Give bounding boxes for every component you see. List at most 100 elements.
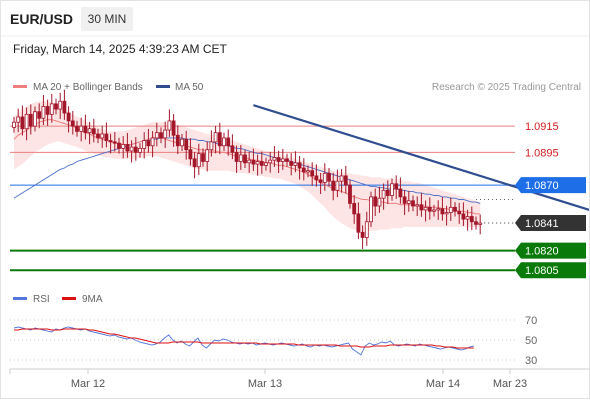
candle-body xyxy=(238,154,243,162)
ma20-legend-label: MA 20 + Bollinger Bands xyxy=(33,82,143,93)
candle-body xyxy=(222,137,226,147)
candle-body xyxy=(28,113,33,127)
candle xyxy=(12,116,16,133)
candle-body xyxy=(331,180,336,191)
candle-body xyxy=(356,213,361,233)
candle xyxy=(251,148,256,171)
candle xyxy=(163,121,168,148)
candle xyxy=(112,131,117,152)
x-axis: Mar 12 Mar 13 Mar 14 Mar 23 xyxy=(9,369,527,390)
candle-body xyxy=(171,120,176,136)
candle xyxy=(335,169,340,198)
candle-body xyxy=(121,144,126,149)
candle-body xyxy=(45,106,50,115)
candle-body xyxy=(226,137,231,147)
bollinger-band-layer xyxy=(14,101,481,231)
candle xyxy=(234,145,239,174)
candle-body xyxy=(259,161,264,166)
candle xyxy=(91,118,96,143)
candle xyxy=(406,190,411,212)
candle-body xyxy=(180,138,184,147)
candle xyxy=(310,162,315,186)
candle-body xyxy=(138,147,142,153)
candle xyxy=(293,151,298,173)
candle-body xyxy=(24,113,29,130)
candle xyxy=(465,209,470,231)
candle-body xyxy=(381,189,386,199)
candle-body xyxy=(96,133,100,139)
candle xyxy=(24,107,29,141)
ma50-line xyxy=(13,137,481,204)
candle xyxy=(415,196,420,216)
candle xyxy=(243,149,247,169)
candle xyxy=(259,151,264,174)
candle xyxy=(301,158,306,181)
candle xyxy=(108,133,113,154)
candle-body xyxy=(91,128,96,135)
support-price-label-1.0820: 1.0820 xyxy=(525,246,559,258)
candle-body xyxy=(406,200,411,204)
candle-body xyxy=(402,196,407,204)
candle xyxy=(348,179,352,209)
candle-body xyxy=(150,137,155,147)
candle xyxy=(373,188,378,216)
candle xyxy=(436,200,441,220)
candle xyxy=(453,202,457,217)
candle-body xyxy=(49,103,54,115)
candle xyxy=(133,137,138,161)
candle xyxy=(314,164,319,187)
candle-body xyxy=(62,100,67,114)
candle-body xyxy=(289,161,294,166)
timeframe-badge xyxy=(81,7,133,31)
candle xyxy=(247,151,252,173)
candle xyxy=(180,133,184,152)
candle-body xyxy=(461,213,466,220)
rsi-tick-label-30: 30 xyxy=(525,355,537,367)
candle-body xyxy=(264,162,268,166)
candle-body xyxy=(444,212,449,215)
pivot-price-label: 1.0870 xyxy=(525,180,559,192)
candle-body xyxy=(436,208,441,211)
candle xyxy=(478,214,483,235)
candle xyxy=(289,153,294,176)
candle-body xyxy=(112,141,117,144)
ma20-legend-swatch xyxy=(13,85,27,88)
candle-body xyxy=(469,216,474,223)
candle xyxy=(381,183,386,210)
candle-body xyxy=(70,120,75,127)
candle xyxy=(159,127,163,144)
candle-body xyxy=(306,170,310,173)
resistance-label-1.0895: 1.0895 xyxy=(525,147,559,159)
candle xyxy=(448,197,453,221)
candle xyxy=(297,155,302,180)
candle xyxy=(201,148,205,167)
candle-body xyxy=(192,158,197,168)
candle xyxy=(411,195,415,212)
candle xyxy=(192,152,197,179)
candle xyxy=(352,195,357,224)
bollinger-band-area xyxy=(14,101,481,231)
candle xyxy=(142,132,147,159)
rsi-line xyxy=(13,326,474,356)
rsi-ma-line xyxy=(14,328,474,349)
candle-body xyxy=(79,125,84,132)
candle xyxy=(70,110,75,135)
candle xyxy=(205,141,210,172)
candle xyxy=(41,94,46,126)
candle-body xyxy=(335,180,340,191)
candle-body xyxy=(293,162,298,166)
candle xyxy=(427,197,432,220)
candle-body xyxy=(146,140,151,147)
candle xyxy=(444,205,449,226)
candle-body xyxy=(276,157,281,162)
candle xyxy=(138,143,142,158)
candle-body xyxy=(230,145,235,153)
candle-body xyxy=(415,204,420,207)
candle xyxy=(117,137,121,154)
candle-body xyxy=(142,140,147,149)
candle xyxy=(146,129,151,153)
candle xyxy=(377,186,382,213)
candle-body xyxy=(465,216,470,220)
candle xyxy=(432,204,436,217)
